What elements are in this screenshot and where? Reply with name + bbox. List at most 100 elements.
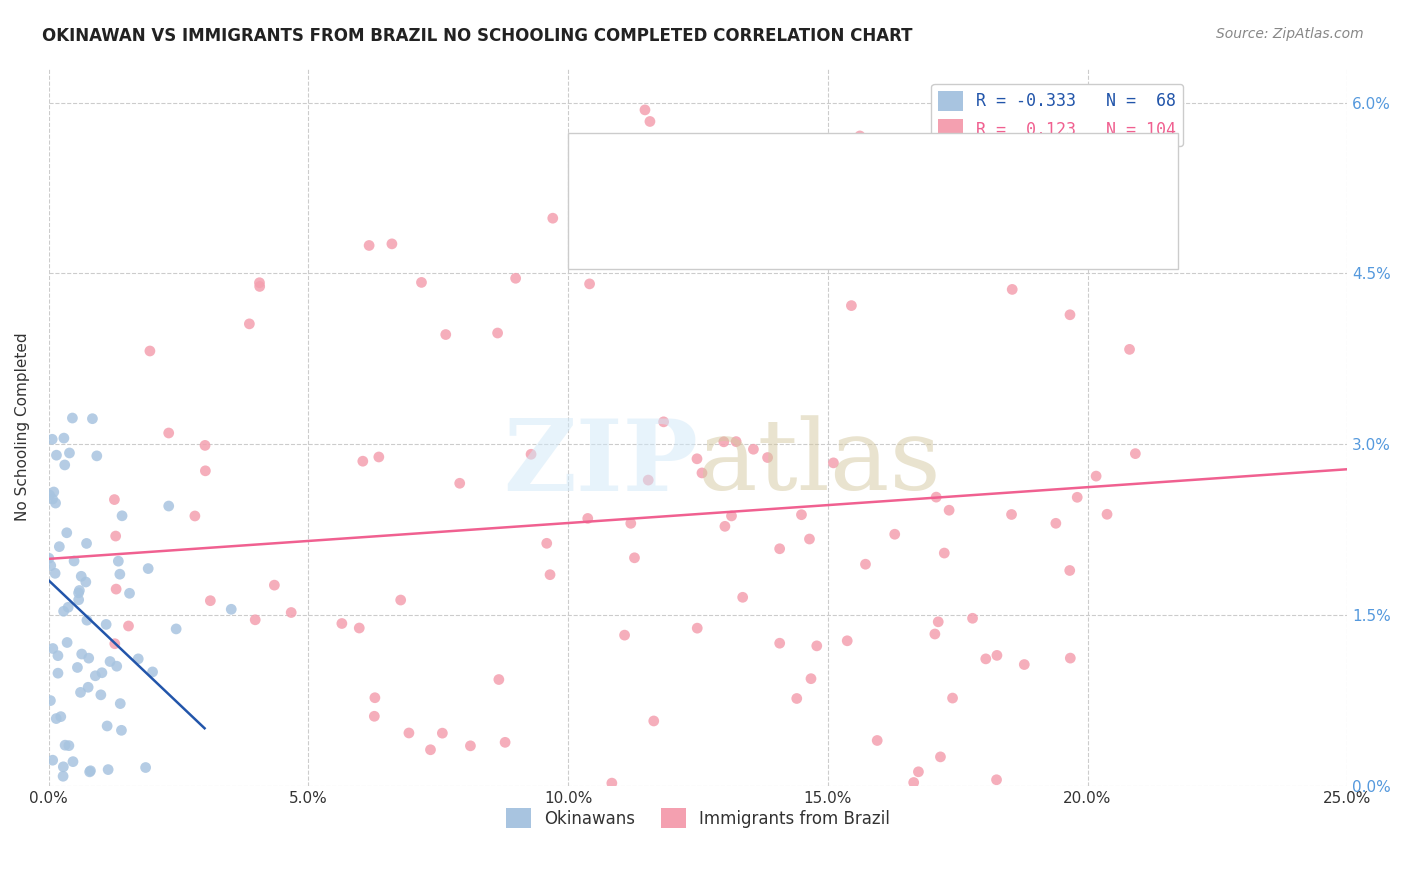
Point	[434, 327, 457, 342]
Point	[686, 621, 709, 635]
Point	[62, 755, 84, 769]
Point	[903, 775, 925, 789]
Point	[938, 503, 960, 517]
Point	[398, 726, 420, 740]
Point	[48, 540, 70, 554]
Point	[932, 188, 955, 202]
Point	[800, 672, 823, 686]
Point	[42, 485, 65, 500]
Point	[364, 690, 387, 705]
Point	[907, 764, 929, 779]
Point	[184, 508, 207, 523]
Point	[986, 648, 1008, 663]
Point	[1014, 657, 1036, 672]
Point	[713, 434, 735, 449]
Point	[60, 411, 83, 425]
Point	[1001, 282, 1024, 296]
Point	[79, 764, 101, 779]
Point	[731, 591, 754, 605]
Point	[280, 606, 302, 620]
Point	[84, 669, 107, 683]
Point	[686, 451, 709, 466]
Point	[505, 271, 527, 285]
Point	[142, 665, 165, 679]
Point	[974, 652, 997, 666]
Point	[638, 114, 661, 128]
Point	[520, 447, 543, 461]
Point	[613, 628, 636, 642]
Point	[75, 574, 97, 589]
Point	[714, 519, 737, 533]
Point	[1066, 491, 1088, 505]
Point	[742, 442, 765, 457]
Point	[79, 764, 101, 778]
Point	[136, 561, 159, 575]
Point	[962, 611, 984, 625]
Point	[41, 432, 63, 446]
Point	[76, 536, 98, 550]
Point	[849, 128, 872, 143]
Point	[96, 719, 118, 733]
Point	[538, 567, 561, 582]
Point	[637, 473, 659, 487]
Point	[432, 726, 454, 740]
Point	[238, 317, 260, 331]
Point	[44, 566, 66, 581]
Point	[576, 511, 599, 525]
Point	[110, 723, 132, 738]
Point	[769, 541, 792, 556]
Point	[634, 103, 657, 117]
Point	[929, 750, 952, 764]
Point	[1118, 343, 1140, 357]
Point	[103, 492, 125, 507]
Point	[330, 616, 353, 631]
Point	[45, 448, 67, 462]
Point	[107, 554, 129, 568]
Point	[117, 619, 139, 633]
Point	[769, 636, 792, 650]
Point	[883, 527, 905, 541]
Point	[389, 593, 412, 607]
Point	[157, 425, 180, 440]
Point	[55, 525, 77, 540]
Point	[194, 464, 217, 478]
Point	[41, 491, 63, 506]
Point	[1059, 308, 1081, 322]
Point	[135, 760, 157, 774]
Point	[1021, 256, 1043, 270]
Point	[194, 438, 217, 452]
Point	[111, 508, 134, 523]
Point	[105, 582, 128, 596]
Point	[58, 446, 80, 460]
Point	[837, 633, 859, 648]
Point	[763, 186, 786, 201]
Point	[249, 279, 271, 293]
Point	[600, 776, 623, 790]
Point	[786, 691, 808, 706]
FancyBboxPatch shape	[568, 133, 1178, 269]
Point	[157, 499, 180, 513]
Point	[70, 647, 93, 661]
Point	[578, 277, 600, 291]
Point	[82, 411, 104, 425]
Point	[941, 691, 963, 706]
Point	[855, 558, 877, 572]
Point	[200, 593, 222, 607]
Point	[69, 685, 91, 699]
Point	[799, 532, 821, 546]
Point	[460, 739, 482, 753]
Point	[934, 546, 956, 560]
Point	[70, 569, 93, 583]
Point	[45, 712, 67, 726]
Point	[56, 635, 79, 649]
Point	[52, 431, 75, 445]
Point	[790, 508, 813, 522]
Point	[108, 567, 131, 582]
Text: ZIP: ZIP	[503, 415, 697, 511]
Point	[986, 772, 1008, 787]
Point	[449, 476, 471, 491]
Point	[38, 551, 60, 566]
Point	[249, 276, 271, 290]
Point	[41, 753, 63, 767]
Point	[488, 673, 510, 687]
